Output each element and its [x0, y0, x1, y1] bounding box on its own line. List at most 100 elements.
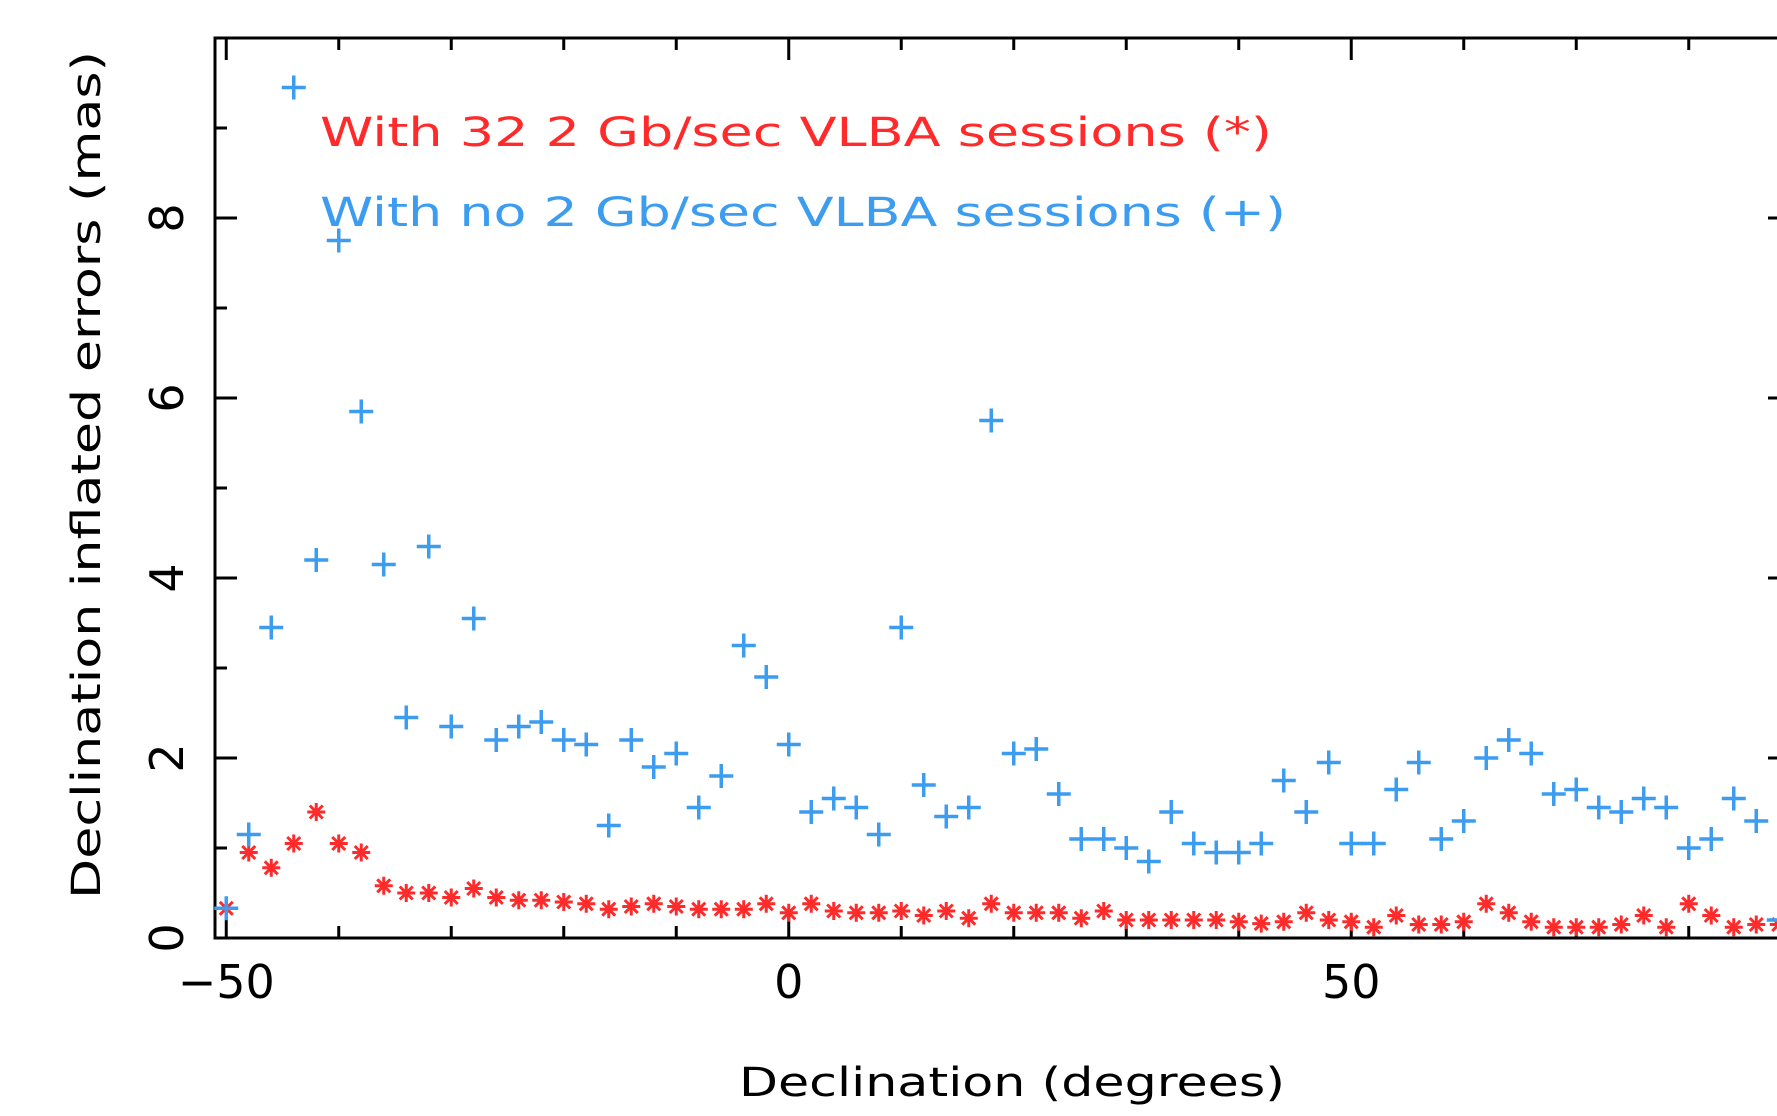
plus-marker: [979, 408, 1004, 433]
star-marker: [982, 894, 1001, 913]
plus-marker: [1339, 831, 1364, 856]
star-marker: [667, 897, 686, 916]
plus-marker: [1271, 768, 1296, 793]
star-marker: [239, 843, 258, 862]
plus-marker: [619, 728, 644, 752]
plus-marker: [259, 615, 284, 640]
plus-marker: [1136, 849, 1161, 874]
y-axis-title: Declination inflated errors (mas): [64, 51, 110, 899]
plus-marker: [1159, 800, 1184, 824]
y-tick-label: 2: [140, 743, 194, 772]
plus-marker: [889, 615, 914, 640]
star-marker: [869, 903, 888, 922]
plus-marker: [664, 741, 689, 766]
tick-marks: [215, 38, 1777, 940]
star-marker: [959, 909, 978, 928]
star-marker: [1027, 903, 1046, 922]
plus-marker: [1046, 782, 1071, 806]
star-marker: [1679, 894, 1698, 913]
plot-frame: [213, 36, 1777, 940]
star-marker: [1454, 912, 1473, 931]
plus-marker: [799, 800, 824, 824]
star-marker: [1274, 912, 1293, 931]
plus-marker: [1429, 827, 1454, 851]
plus-marker: [1496, 728, 1521, 752]
star-marker: [1657, 918, 1676, 937]
plus-marker: [529, 710, 554, 734]
star-marker: [509, 891, 528, 910]
y-tick-label: 0: [140, 923, 194, 952]
plus-marker: [1069, 827, 1094, 851]
star-marker: [757, 894, 776, 913]
star-marker: [1207, 911, 1226, 929]
star-marker: [397, 884, 416, 902]
plus-marker: [551, 728, 576, 752]
plus-marker: [574, 732, 599, 757]
plus-marker: [911, 773, 936, 797]
star-marker: [284, 834, 303, 853]
x-tick-label: 0: [774, 955, 803, 1009]
plus-marker: [596, 813, 621, 838]
star-marker: [1769, 916, 1777, 933]
star-marker: [779, 903, 798, 922]
star-marker: [1004, 903, 1023, 922]
x-tick-label: −50: [178, 955, 275, 1009]
star-marker: [1567, 918, 1586, 937]
plus-marker: [1451, 809, 1476, 833]
star-marker: [599, 900, 618, 919]
star-marker: [1522, 912, 1541, 931]
series-0: [217, 803, 1777, 937]
plus-marker: [371, 552, 396, 577]
star-marker: [1364, 918, 1383, 937]
plus-marker: [1204, 840, 1229, 865]
star-marker: [307, 803, 326, 821]
plus-marker: [866, 822, 891, 847]
plus-marker: [1384, 777, 1409, 802]
star-marker: [1117, 911, 1136, 929]
star-marker: [419, 884, 438, 902]
star-marker: [847, 903, 866, 922]
plus-marker: [214, 896, 239, 921]
y-tick-label: 4: [140, 563, 194, 592]
plus-marker: [1744, 809, 1769, 833]
plus-marker: [1091, 827, 1116, 851]
y-tick-label: 8: [140, 203, 194, 232]
star-marker: [914, 906, 933, 925]
star-marker: [1589, 918, 1608, 937]
plus-marker: [416, 534, 441, 559]
star-marker: [1184, 911, 1203, 929]
star-marker: [1387, 906, 1406, 925]
plus-marker: [1114, 836, 1139, 860]
plus-marker: [281, 75, 306, 100]
plus-marker: [1361, 831, 1386, 856]
star-marker: [374, 876, 393, 895]
plus-marker: [754, 665, 779, 689]
y-tick-labels: 0 2 4 6 8: [140, 203, 194, 952]
plus-marker: [956, 795, 981, 820]
plus-marker: [1406, 750, 1431, 775]
plus-marker: [1721, 786, 1746, 811]
plus-marker: [236, 822, 261, 847]
x-tick-label: 50: [1322, 955, 1381, 1009]
plus-marker: [1249, 831, 1274, 856]
plus-marker: [1294, 800, 1319, 824]
star-marker: [464, 879, 483, 898]
plus-marker: [1181, 831, 1206, 856]
star-marker: [892, 902, 911, 920]
plus-marker: [1699, 827, 1724, 851]
star-marker: [1094, 902, 1113, 920]
star-marker: [262, 858, 281, 877]
plus-marker: [1316, 750, 1341, 775]
plus-marker: [349, 399, 374, 424]
star-marker: [1499, 903, 1518, 922]
plus-marker: [776, 732, 801, 757]
star-marker: [689, 900, 708, 919]
legend-entry-with-32-sessions: With 32 2 Gb/sec VLBA sessions (*): [320, 110, 1272, 156]
plus-marker: [439, 714, 464, 739]
star-marker: [1319, 911, 1338, 929]
star-marker: [1747, 915, 1766, 934]
star-marker: [1612, 915, 1631, 934]
plus-marker: [1024, 737, 1049, 761]
star-marker: [1252, 914, 1271, 933]
